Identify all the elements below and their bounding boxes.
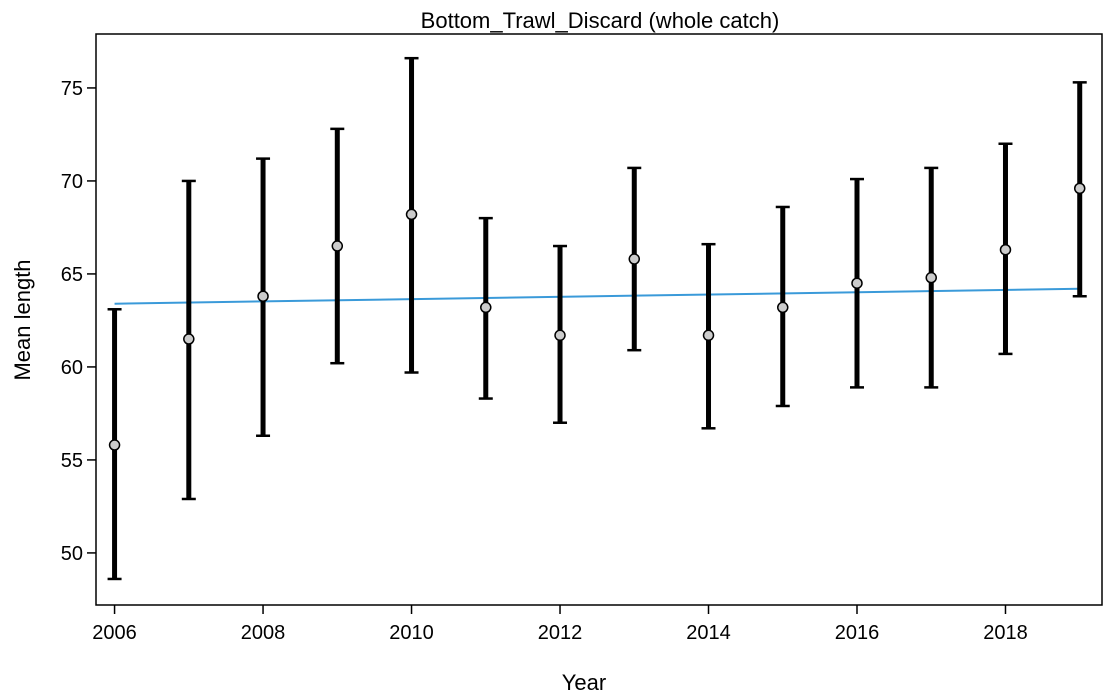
fit-line-group bbox=[114, 287, 1080, 305]
data-point bbox=[257, 290, 269, 303]
y-tick-label: 65 bbox=[61, 264, 83, 286]
data-point bbox=[405, 208, 418, 221]
x-tick-label: 2014 bbox=[686, 622, 731, 644]
data-point bbox=[554, 329, 566, 342]
y-tick-label: 60 bbox=[61, 357, 83, 379]
plot-area bbox=[95, 33, 1103, 606]
data-point bbox=[108, 439, 121, 451]
y-tick-label: 50 bbox=[61, 543, 83, 565]
data-point bbox=[628, 253, 641, 265]
y-tick-label: 75 bbox=[61, 78, 83, 100]
y-tick-label: 70 bbox=[61, 171, 83, 193]
data-point bbox=[999, 244, 1012, 256]
data-point bbox=[331, 240, 344, 252]
x-tick-label: 2016 bbox=[835, 622, 880, 644]
data-point bbox=[777, 301, 789, 314]
chart-title: Bottom_Trawl_Discard (whole catch) bbox=[421, 8, 780, 33]
data-marks bbox=[107, 56, 1087, 581]
y-tick-label: 55 bbox=[61, 450, 83, 472]
x-axis: 2006 2008 2010 2012 2014 2016 2018 bbox=[92, 605, 1028, 644]
x-axis-label: Year bbox=[562, 670, 606, 695]
data-point bbox=[1073, 182, 1086, 195]
x-tick-label: 2012 bbox=[538, 622, 583, 644]
data-point bbox=[702, 329, 715, 342]
y-axis: 50 55 60 65 70 75 bbox=[61, 78, 96, 565]
x-tick-label: 2006 bbox=[92, 622, 137, 644]
data-point bbox=[925, 271, 937, 284]
x-tick-label: 2018 bbox=[983, 622, 1028, 644]
x-tick-label: 2010 bbox=[389, 622, 434, 644]
x-tick-label: 2008 bbox=[241, 622, 286, 644]
y-axis-label: Mean length bbox=[10, 259, 35, 380]
data-point bbox=[480, 301, 492, 314]
fit-line bbox=[114, 287, 1080, 305]
data-point bbox=[183, 333, 195, 345]
data-point bbox=[851, 277, 863, 289]
